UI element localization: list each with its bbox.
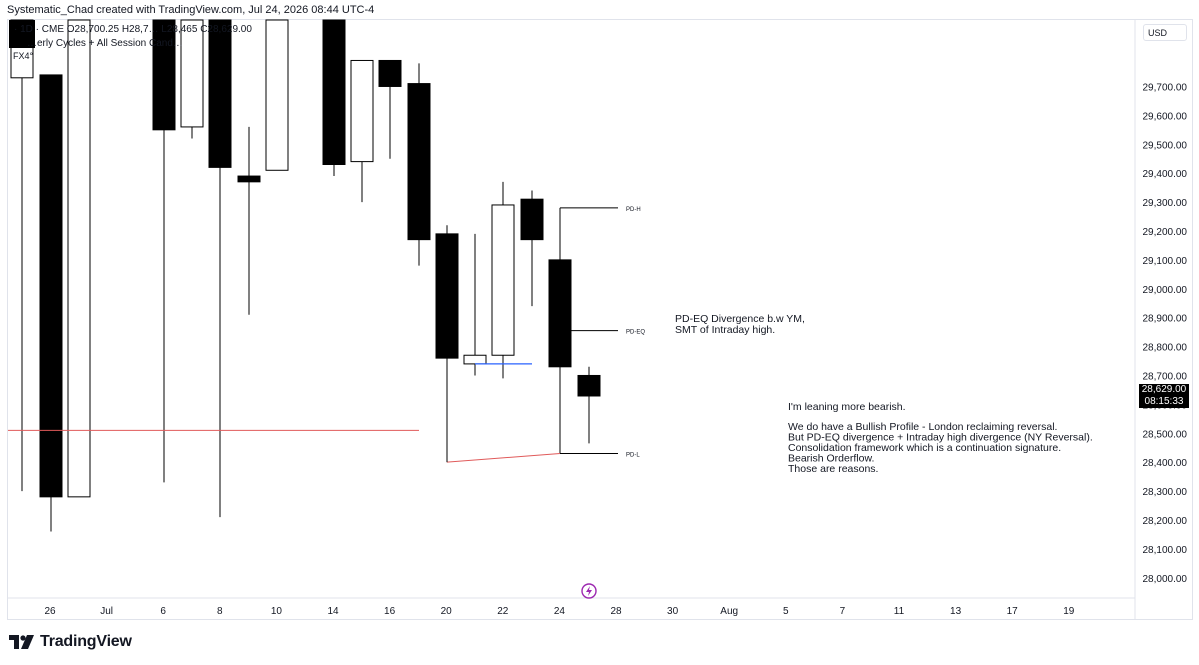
fx-label: FX4° [13, 51, 34, 61]
candle-body [520, 198, 544, 241]
y-axis-labels: 28,000.00 28,100.00 28,200.00 28,300.00 28,4… [1143, 82, 1188, 584]
x-tick-label: 7 [840, 606, 846, 617]
candle-body [152, 19, 176, 131]
divergence-note: PD-EQ Divergence b.w YM, [675, 313, 805, 325]
bolt-circle [581, 583, 597, 599]
x-tick-label: 8 [217, 606, 223, 617]
y-tick-label: 28,000.00 [1143, 574, 1188, 585]
bias-note-line: Those are reasons. [788, 463, 878, 475]
x-tick-label: Jul [100, 606, 113, 617]
candle-body [463, 354, 487, 365]
y-tick-label: 28,300.00 [1143, 487, 1188, 498]
bias-note-line: We do have a Bullish Profile - London re… [788, 421, 1057, 433]
y-tick-label: 29,000.00 [1143, 285, 1188, 296]
y-tick-label: 29,600.00 [1143, 111, 1188, 122]
x-tick-label: 14 [327, 606, 339, 617]
candle-body [378, 59, 402, 87]
replay-bolt-icon [581, 583, 597, 599]
y-tick-label: 29,300.00 [1143, 198, 1188, 209]
y-tick-label: 29,200.00 [1143, 227, 1188, 238]
smt-slope-line [446, 453, 561, 463]
bias-note-title: I'm leaning more bearish. [788, 401, 906, 413]
bias-note-line: Bearish Orderflow. [788, 453, 874, 465]
y-tick-label: 28,500.00 [1143, 429, 1188, 440]
level-lines: PD-H PD-EQ PD-L [559, 207, 645, 459]
bolt-glyph [586, 586, 592, 596]
x-tick-label: 13 [950, 606, 962, 617]
x-tick-label: 24 [554, 606, 566, 617]
candles [10, 19, 601, 532]
x-tick-label: 11 [894, 606, 905, 617]
x-tick-label: 26 [44, 606, 56, 617]
currency-button[interactable]: USD [1143, 24, 1187, 41]
y-tick-label: 29,700.00 [1143, 82, 1188, 93]
y-tick-label: 28,700.00 [1143, 371, 1188, 382]
candle-body [491, 204, 515, 356]
candle-body [407, 83, 431, 241]
x-tick-label: 6 [160, 606, 166, 617]
x-tick-label: 19 [1063, 606, 1075, 617]
y-tick-label: 28,800.00 [1143, 343, 1188, 354]
indicator-legend[interactable]: …erly Cycles + All Session Cand… [27, 38, 183, 49]
x-tick-label: 16 [384, 606, 396, 617]
candle-body [39, 74, 63, 498]
x-tick-label: 20 [441, 606, 453, 617]
y-tick-label: 29,100.00 [1143, 256, 1188, 267]
chart-credit: Systematic_Chad created with TradingView… [7, 4, 375, 16]
x-tick-label: 10 [271, 606, 283, 617]
x-tick-label: 28 [610, 606, 622, 617]
symbol-logo-icon [9, 20, 35, 48]
last-price-value: 28,629.00 [1141, 384, 1187, 395]
ohlc-legend: · 1D · CME O28,700.25 H28,7… L28,465 C28… [14, 24, 252, 35]
candle-body [350, 59, 374, 163]
y-tick-label: 28,900.00 [1143, 314, 1188, 325]
chart-frame [7, 19, 1193, 620]
x-tick-label: 30 [667, 606, 679, 617]
level-label: PD-EQ [626, 330, 645, 336]
last-price-tag: 28,629.00 08:15:33 [1139, 384, 1189, 408]
brand-name: TradingView [40, 633, 132, 650]
candle-body [237, 175, 261, 183]
candle-body [322, 19, 346, 165]
tradingview-logo-icon [9, 635, 34, 649]
bias-note-line: But PD-EQ divergence + Intraday high div… [788, 432, 1093, 444]
candle-body [180, 19, 204, 128]
divergence-note: SMT of Intraday high. [675, 324, 775, 336]
y-tick-label: 28,200.00 [1143, 516, 1188, 527]
bias-note-line: Consolidation framework which is a conti… [788, 442, 1061, 454]
x-tick-label: 22 [497, 606, 509, 617]
candle-body [208, 19, 232, 168]
annotations: PD-EQ Divergence b.w YM,SMT of Intraday … [675, 313, 1093, 475]
candle-body [435, 233, 459, 359]
candle-body [577, 374, 601, 397]
tradingview-brand: TradingView [9, 633, 132, 651]
y-tick-label: 29,500.00 [1143, 140, 1188, 151]
candle-body [265, 19, 289, 171]
x-tick-label: 17 [1007, 606, 1019, 617]
y-tick-label: 28,400.00 [1143, 458, 1188, 469]
y-tick-label: 29,400.00 [1143, 169, 1188, 180]
candle-body [67, 19, 91, 498]
bar-countdown: 08:15:33 [1144, 396, 1184, 407]
x-tick-label: 5 [783, 606, 789, 617]
x-axis-labels: 26 Jul 6 8 10 14 16 20 22 24 28 30 Aug 5 7 11 13 17 19 [44, 606, 1074, 617]
x-tick-label: Aug [720, 606, 738, 617]
level-label: PD-L [626, 453, 640, 459]
level-label: PD-H [626, 207, 641, 213]
y-tick-label: 28,100.00 [1143, 545, 1188, 556]
